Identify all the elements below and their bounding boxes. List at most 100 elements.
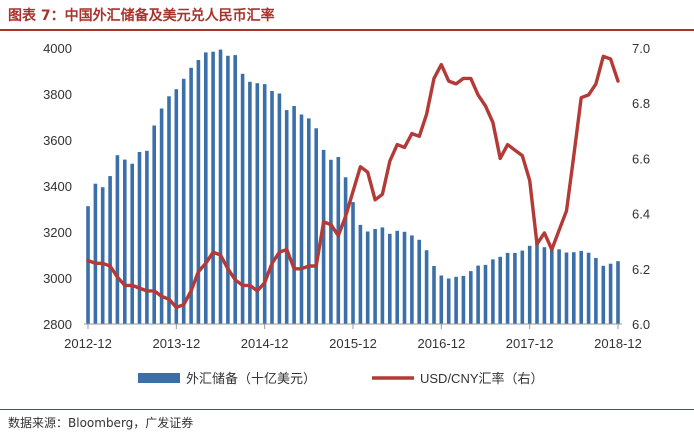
reserve-bar [586, 252, 591, 324]
reserve-bar [321, 149, 326, 324]
reserve-bar [527, 245, 532, 324]
reserve-bar [226, 55, 230, 325]
reserve-bar [461, 275, 466, 324]
reserve-bar [196, 60, 201, 324]
legend: 外汇储备（十亿美元） USD/CNY汇率（右） [138, 371, 544, 386]
x-tick-label: 2014-12 [241, 336, 289, 351]
reserve-bar [469, 271, 473, 324]
reserve-bar [557, 249, 561, 325]
reserve-bar [520, 250, 525, 324]
reserve-bar [439, 275, 444, 324]
y-left-tick-label: 3800 [43, 87, 72, 102]
y-right-tick-label: 6.8 [632, 96, 650, 111]
reserve-bar [277, 93, 282, 324]
x-tick-label: 2016-12 [417, 336, 465, 351]
reserve-bar [491, 259, 495, 324]
reserve-bar [93, 183, 98, 324]
reserve-bar [365, 231, 370, 324]
reserve-bar [292, 106, 296, 324]
reserve-bar [424, 250, 429, 324]
reserve-bar [255, 83, 260, 324]
reserve-bar [535, 241, 539, 324]
reserve-bar [86, 206, 90, 324]
reserve-bar [373, 229, 377, 324]
y-axis-right: 6.0 6.2 6.4 6.6 6.8 7.0 [632, 41, 650, 332]
reserve-bar [579, 250, 583, 324]
usdcny-line [86, 54, 620, 310]
reserve-bar [550, 245, 554, 324]
reserve-bar [181, 78, 186, 324]
y-right-tick-label: 6.4 [632, 207, 650, 222]
reserve-bar [211, 51, 215, 324]
reserve-bar [270, 91, 274, 324]
reserve-bar [572, 252, 576, 324]
reserve-bar [483, 264, 488, 324]
reserve-bar [351, 202, 355, 324]
x-tick-label: 2015-12 [329, 336, 377, 351]
reserve-bar [262, 84, 267, 324]
reserve-bar [174, 89, 179, 324]
line-series [86, 54, 620, 310]
reserve-bar [204, 52, 208, 325]
reserve-bar [329, 159, 333, 324]
reserve-bar [601, 265, 606, 324]
reserve-bar [417, 239, 421, 324]
reserve-bar [115, 155, 120, 324]
x-axis: 2012-12 2013-12 2014-12 2015-12 2016-12 2017-… [64, 323, 642, 351]
reserve-bar [284, 110, 289, 324]
y-left-tick-label: 3000 [43, 271, 72, 286]
reserve-bar [152, 125, 156, 324]
reserve-bar [299, 114, 304, 324]
reserve-bar [123, 159, 127, 324]
reserve-bar [395, 230, 399, 324]
reserve-bar [542, 247, 547, 324]
y-left-tick-label: 4000 [43, 41, 72, 56]
y-right-tick-label: 6.0 [632, 317, 650, 332]
reserve-bar [505, 252, 510, 324]
source-rule [0, 409, 694, 410]
reserve-bar [513, 252, 517, 324]
x-tick-label: 2012-12 [64, 336, 112, 351]
title-rule [0, 29, 694, 31]
reserve-bar [564, 252, 569, 324]
chart: 2012-12 2013-12 2014-12 2015-12 2016-12 2017-… [43, 41, 650, 386]
reserve-bar [233, 55, 237, 324]
reserve-bar [189, 67, 193, 325]
bar-series [86, 49, 620, 325]
reserve-bar [336, 157, 341, 324]
reserve-bar [616, 261, 620, 324]
reserve-bar [498, 256, 502, 324]
reserve-bar [388, 233, 392, 324]
reserve-bar [594, 258, 598, 324]
reserve-bar [145, 150, 149, 324]
reserve-bar [307, 118, 311, 325]
figure-title: 图表 7：中国外汇储备及美元兑人民币汇率 [8, 8, 275, 24]
y-right-tick-label: 6.2 [632, 262, 650, 277]
legend-line-label: USD/CNY汇率（右） [420, 371, 544, 386]
legend-bar-label: 外汇储备（十亿美元） [186, 371, 316, 386]
reserve-bar [446, 278, 451, 324]
legend-bar-swatch [138, 373, 180, 383]
x-tick-label: 2017-12 [506, 336, 554, 351]
reserve-bar [167, 96, 171, 324]
reserve-bar [108, 176, 112, 324]
y-left-tick-label: 3200 [43, 225, 72, 240]
reserve-bar [159, 108, 164, 324]
reserve-bar [358, 224, 363, 324]
x-tick-label: 2018-12 [594, 336, 642, 351]
title-bar: 图表 7：中国外汇储备及美元兑人民币汇率 [0, 0, 694, 31]
reserve-bar [240, 73, 245, 324]
y-right-tick-label: 7.0 [632, 41, 650, 56]
reserve-bar [608, 263, 613, 324]
y-right-tick-label: 6.6 [632, 151, 650, 166]
reserve-bar [454, 276, 458, 324]
source-note: 数据来源：Bloomberg，广发证券 [8, 416, 194, 430]
y-axis-left: 2800 3000 3200 3400 3600 3800 4000 [43, 41, 72, 332]
reserve-bar [476, 265, 480, 324]
y-left-tick-label: 3400 [43, 179, 72, 194]
reserve-bar [380, 227, 385, 324]
reserve-bar [410, 235, 414, 324]
y-left-tick-label: 2800 [43, 317, 72, 332]
reserve-bar [314, 128, 318, 324]
reserve-bar [100, 187, 105, 324]
